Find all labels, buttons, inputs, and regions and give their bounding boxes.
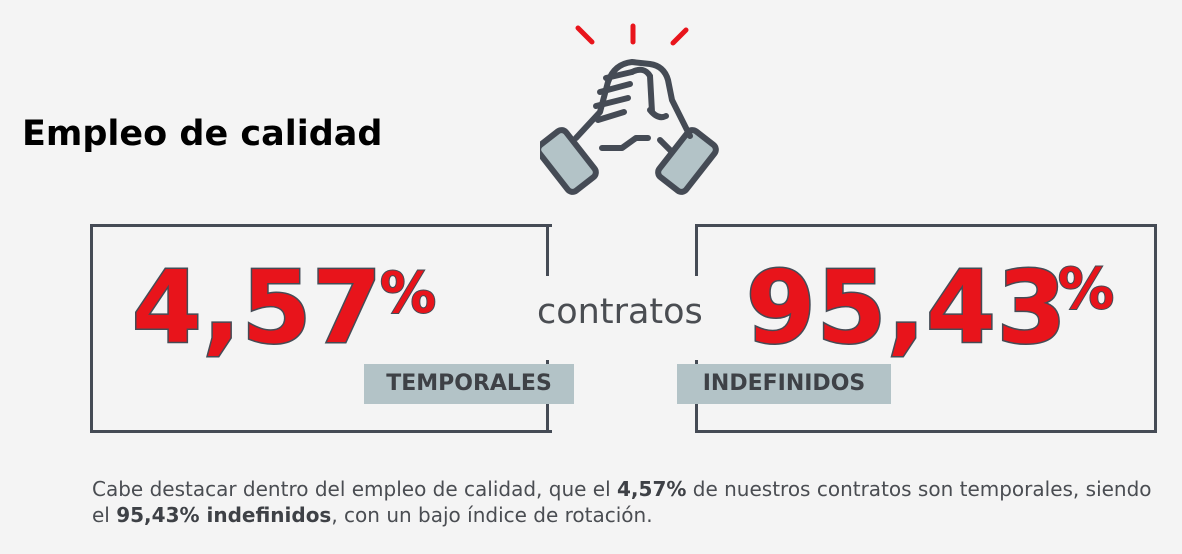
frame-divider xyxy=(546,224,549,276)
temporales-percentage: 4,57 xyxy=(131,249,384,366)
handshake-arm-wrestle-icon xyxy=(540,23,719,195)
temporales-frame xyxy=(90,224,552,433)
percent-sign: % xyxy=(1057,257,1115,322)
temporales-tag: TEMPORALES xyxy=(364,364,574,404)
page-title: Empleo de calidad xyxy=(22,114,383,154)
contratos-label: contratos xyxy=(537,292,703,332)
frame-divider xyxy=(695,224,698,276)
indefinidos-percentage: 95,43 xyxy=(744,249,1068,366)
percent-sign: % xyxy=(379,261,437,326)
indefinidos-tag: INDEFINIDOS xyxy=(677,364,891,404)
description-paragraph: Cabe destacar dentro del empleo de calid… xyxy=(92,477,1152,527)
indefinidos-frame xyxy=(695,224,1157,433)
